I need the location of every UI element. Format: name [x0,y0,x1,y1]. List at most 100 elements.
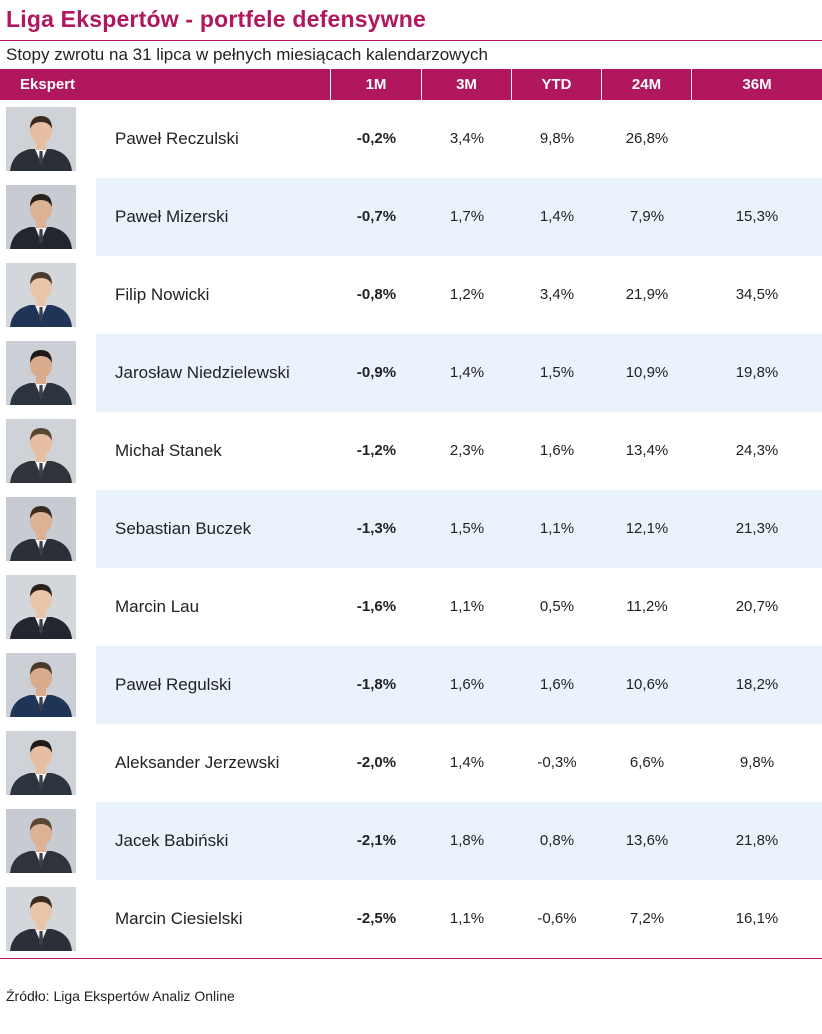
value-3m: 2,3% [449,442,485,459]
header-ytd: YTD [512,69,602,100]
expert-name: Aleksander Jerzewski [115,753,280,772]
value-24m: 13,6% [625,832,669,849]
value-3m: 1,2% [449,286,485,303]
table-header: Ekspert 1M 3M YTD 24M 36M [0,69,822,100]
value-3m: 1,1% [449,910,485,927]
value-24m: 10,6% [625,676,669,693]
value-36m: 19,8% [735,364,779,381]
table-row: Jacek Babiński -2,1% 1,8% 0,8% 13,6% 21,8% [0,802,822,880]
value-36m: 21,3% [735,520,779,537]
table-row: Jarosław Niedzielewski -0,9% 1,4% 1,5% 10,9%… [0,334,822,412]
value-ytd: -0,3% [537,754,577,771]
value-1m: -2,0% [356,754,397,771]
expert-photo [6,107,76,171]
value-36m: 21,8% [735,832,779,849]
expert-photo [6,497,76,561]
table-body: Paweł Reczulski -0,2% 3,4% 9,8% 26,8% Paweł M… [0,100,822,958]
table-row: Filip Nowicki -0,8% 1,2% 3,4% 21,9% 34,5% [0,256,822,334]
value-1m: -0,9% [356,364,397,381]
bottom-divider [0,958,822,959]
value-1m: -0,8% [356,286,397,303]
value-24m: 13,4% [625,442,669,459]
table-row: Marcin Lau -1,6% 1,1% 0,5% 11,2% 20,7% [0,568,822,646]
expert-photo [6,263,76,327]
value-1m: -1,3% [356,520,397,537]
title-divider [0,40,822,41]
table-row: Paweł Mizerski -0,7% 1,7% 1,4% 7,9% 15,3% [0,178,822,256]
value-ytd: 1,1% [539,520,575,537]
expert-name: Paweł Regulski [115,675,232,694]
page-title: Liga Ekspertów - portfele defensywne [6,6,427,32]
value-ytd: -0,6% [537,910,577,927]
expert-photo [6,653,76,717]
value-24m: 6,6% [629,754,665,771]
value-1m: -0,7% [356,208,397,225]
expert-photo [6,731,76,795]
expert-name: Paweł Reczulski [115,129,239,148]
value-1m: -2,1% [356,832,397,849]
value-3m: 1,6% [449,676,485,693]
table-row: Paweł Regulski -1,8% 1,6% 1,6% 10,6% 18,2% [0,646,822,724]
expert-name: Paweł Mizerski [115,207,229,226]
value-24m: 7,9% [629,208,665,225]
value-1m: -1,2% [356,442,397,459]
value-ytd: 1,6% [539,442,575,459]
value-24m: 10,9% [625,364,669,381]
value-24m: 11,2% [626,598,668,615]
value-ytd: 1,5% [539,364,575,381]
value-36m: 16,1% [735,910,779,927]
expert-name: Jarosław Niedzielewski [115,363,290,382]
header-3m: 3M [422,69,512,100]
expert-name: Jacek Babiński [115,831,229,850]
value-24m: 21,9% [625,286,669,303]
table-row: Michał Stanek -1,2% 2,3% 1,6% 13,4% 24,3% [0,412,822,490]
value-3m: 3,4% [449,130,485,147]
row-band [96,490,822,568]
header-36m: 36M [742,76,772,93]
value-24m: 26,8% [625,130,669,147]
header-24m: 24M [602,69,692,100]
value-ytd: 1,4% [539,208,575,225]
value-3m: 1,4% [449,754,485,771]
expert-photo [6,575,76,639]
value-36m: 15,3% [735,208,779,225]
value-ytd: 9,8% [539,130,575,147]
value-3m: 1,7% [449,208,485,225]
table-row: Sebastian Buczek -1,3% 1,5% 1,1% 12,1% 21,3% [0,490,822,568]
value-3m: 1,1% [449,598,485,615]
row-band [96,802,822,880]
expert-name: Marcin Ciesielski [115,909,243,928]
value-36m: 9,8% [739,754,775,771]
source-note: Źródło: Liga Ekspertów Analiz Online [6,988,235,1004]
value-36m: 18,2% [735,676,779,693]
expert-name: Filip Nowicki [115,285,210,304]
expert-photo [6,185,76,249]
page-subtitle: Stopy zwrotu na 31 lipca w pełnych miesi… [6,45,488,64]
value-3m: 1,8% [449,832,485,849]
value-ytd: 1,6% [539,676,575,693]
table-row: Aleksander Jerzewski -2,0% 1,4% -0,3% 6,6% 9,… [0,724,822,802]
value-ytd: 0,5% [539,598,575,615]
expert-photo [6,887,76,951]
expert-name: Michał Stanek [115,441,222,460]
header-1m: 1M [331,69,422,100]
value-1m: -1,6% [356,598,397,615]
row-band [96,334,822,412]
value-ytd: 0,8% [539,832,575,849]
row-band [96,178,822,256]
value-36m [692,100,822,178]
value-36m: 24,3% [735,442,779,459]
table-row: Marcin Ciesielski -2,5% 1,1% -0,6% 7,2% 16,1% [0,880,822,958]
value-24m: 7,2% [629,910,665,927]
value-36m: 20,7% [735,598,779,615]
expert-name: Sebastian Buczek [115,519,252,538]
value-ytd: 3,4% [539,286,575,303]
value-3m: 1,4% [449,364,485,381]
value-3m: 1,5% [449,520,485,537]
expert-name: Marcin Lau [115,597,200,616]
value-24m: 12,1% [625,520,669,537]
row-band [96,646,822,724]
expert-photo [6,341,76,405]
expert-photo [6,419,76,483]
value-1m: -1,8% [356,676,397,693]
